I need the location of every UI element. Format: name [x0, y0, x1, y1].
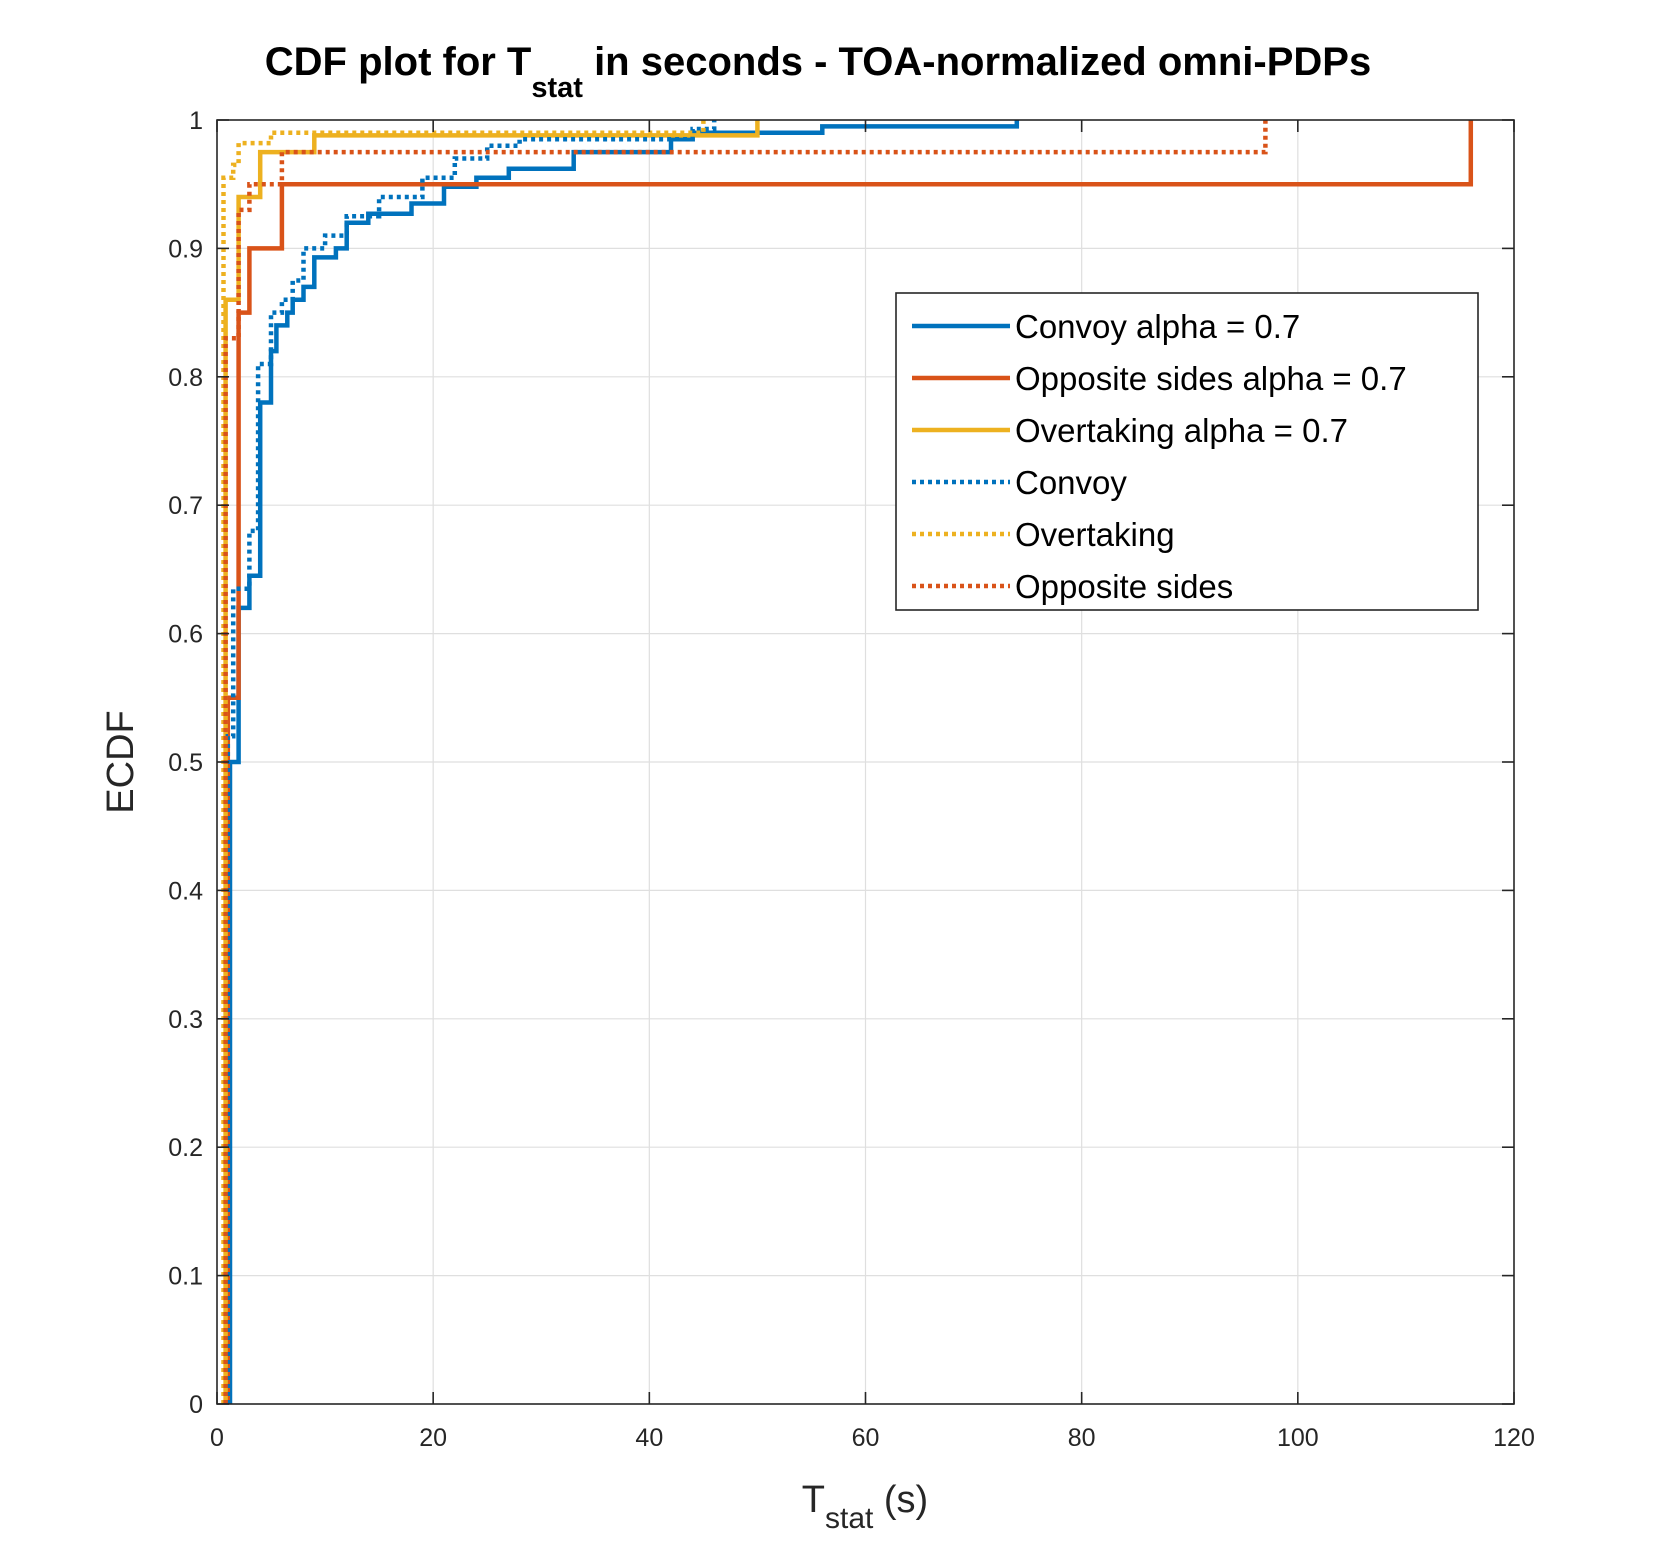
x-tick-label: 80 — [1068, 1424, 1096, 1452]
y-tick-label: 0.4 — [168, 877, 203, 905]
y-tick-label: 0.1 — [168, 1263, 203, 1291]
axis-ticks: 0 20 40 60 80 100 120 0 0.1 0.2 0.3 0.4 0.5 0.6 0.7 0.8… — [168, 107, 1535, 1452]
x-tick-label: 120 — [1493, 1424, 1535, 1452]
x-axis-label: Tstat (s) — [802, 1479, 928, 1535]
y-tick-label: 1 — [189, 107, 203, 135]
y-axis-label: ECDF — [100, 710, 142, 813]
y-tick-label: 0.6 — [168, 621, 203, 649]
legend-box — [895, 292, 1479, 611]
legend-label-6: Opposite sides — [1015, 568, 1233, 605]
legend-label-4: Convoy — [1015, 464, 1127, 501]
legend-label-3: Overtaking alpha = 0.7 — [1015, 412, 1348, 449]
chart-title-prefix: CDF plot for T — [265, 40, 532, 84]
legend: Convoy alpha = 0.7 Opposite sides alpha =… — [895, 292, 1479, 611]
y-tick-label: 0 — [189, 1391, 203, 1419]
chart-title: CDF plot for Tstat in seconds - TOA-norm… — [265, 40, 1371, 104]
x-tick-label: 40 — [635, 1424, 663, 1452]
x-axis-label-main: T — [802, 1479, 825, 1521]
y-tick-label: 0.9 — [168, 235, 203, 263]
series-line-5 — [221, 120, 706, 1404]
x-tick-label: 0 — [210, 1424, 224, 1452]
x-axis-label-subscript: stat — [825, 1502, 874, 1535]
legend-label-1: Convoy alpha = 0.7 — [1015, 308, 1300, 345]
series-line-6 — [223, 120, 1268, 1404]
legend-label-5: Overtaking — [1015, 516, 1175, 553]
y-tick-label: 0.2 — [168, 1134, 203, 1162]
x-tick-label: 20 — [419, 1424, 447, 1452]
y-tick-label: 0.3 — [168, 1006, 203, 1034]
series-lines — [221, 120, 1474, 1404]
chart-title-suffix: in seconds - TOA-normalized omni-PDPs — [583, 40, 1371, 84]
x-tick-label: 100 — [1277, 1424, 1319, 1452]
series-line-4 — [225, 120, 717, 1404]
chart-title-subscript: stat — [531, 72, 583, 104]
series-line-2 — [225, 120, 1474, 1404]
y-tick-label: 0.5 — [168, 749, 203, 777]
y-tick-label: 0.7 — [168, 492, 203, 520]
y-tick-label: 0.8 — [168, 364, 203, 392]
x-axis-label-unit: (s) — [873, 1479, 928, 1521]
series-line-3 — [223, 120, 760, 1404]
x-tick-label: 60 — [852, 1424, 880, 1452]
legend-label-2: Opposite sides alpha = 0.7 — [1015, 360, 1407, 397]
